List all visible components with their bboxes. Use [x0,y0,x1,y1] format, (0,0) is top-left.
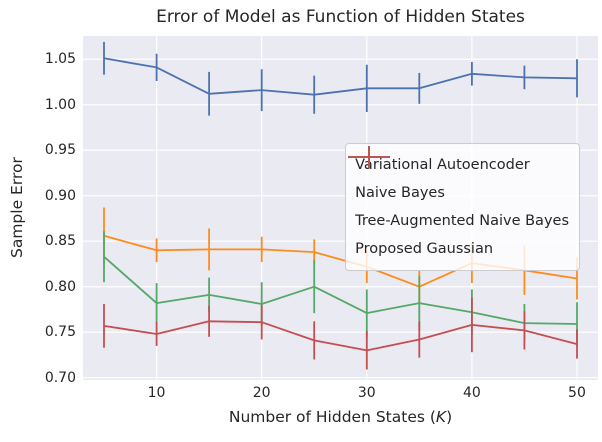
legend-label: Variational Autoencoder [355,157,530,173]
x-tick-label: 50 [568,385,586,401]
x-tick-label: 30 [357,385,376,401]
x-axis-label-prefix: Number of Hidden States ( [228,408,436,426]
legend-item: Tree-Augmented Naive Bayes [348,146,569,235]
y-tick-label: 1.05 [44,51,76,68]
series-line [103,256,578,325]
y-tick-label: 0.95 [44,142,76,159]
y-tick-label: 1.00 [44,96,76,113]
legend-item: Proposed Gaussian [348,146,569,263]
y-tick-label: 0.75 [44,324,76,341]
y-axis-label: Sample Error [8,157,26,259]
series-line [103,320,578,352]
x-tick-label: 20 [252,385,271,401]
errorbar-key-icon [348,146,391,168]
series-proposed-gaussian [103,297,578,370]
x-axis-label-variable: K [435,408,447,426]
x-axis-label: Number of Hidden States (K) [83,408,598,432]
series-line [103,57,578,96]
legend-label: Proposed Gaussian [355,241,494,257]
plot-area: Variational Autoencoder Naive Bayes Tree-A… [83,36,598,380]
chart-title: Error of Model as Function of Hidden Sta… [156,7,525,27]
x-axis-label-suffix: ) [446,408,453,426]
legend: Variational Autoencoder Naive Bayes Tree-A… [345,143,580,271]
y-tick-label: 0.70 [44,369,76,386]
legend-label: Tree-Augmented Naive Bayes [355,213,569,229]
y-tick-label: 0.90 [44,187,76,204]
y-tick-label: 0.85 [44,233,76,250]
y-tick-label: 0.80 [44,278,76,295]
legend-item: Naive Bayes [348,146,569,207]
x-tick-label: 10 [147,385,166,401]
x-tick-label: 40 [462,385,481,401]
series-variational-autoencoder [103,41,578,116]
legend-label: Naive Bayes [355,185,445,201]
